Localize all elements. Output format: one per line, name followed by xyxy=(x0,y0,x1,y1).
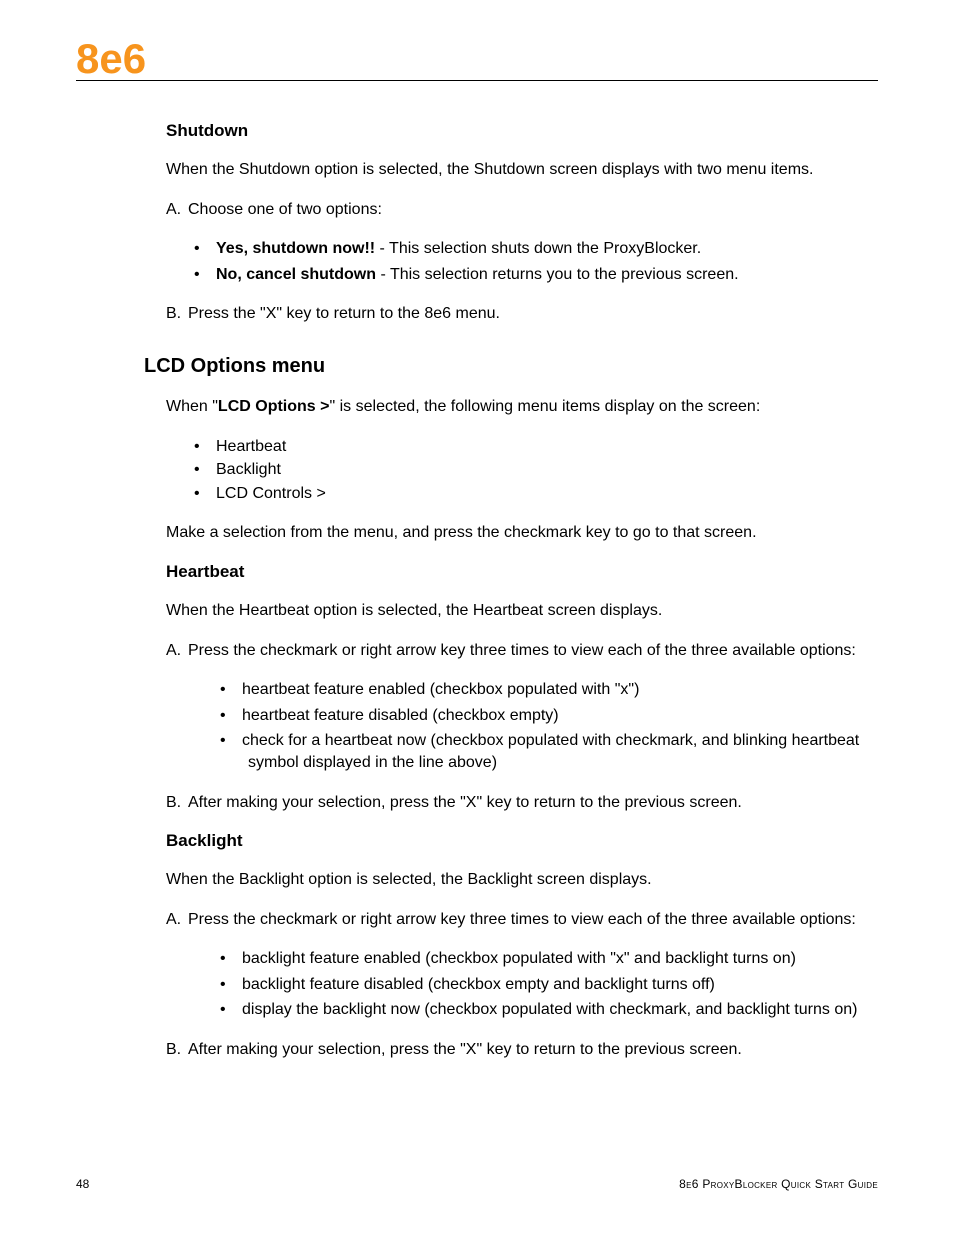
page-footer: 48 8e6 ProxyBlocker Quick Start Guide xyxy=(76,1177,878,1191)
heartbeat-steps-b: B.After making your selection, press the… xyxy=(166,792,878,814)
shutdown-steps-b: B.Press the "X" key to return to the 8e6… xyxy=(166,303,878,325)
heading-heartbeat: Heartbeat xyxy=(166,562,878,582)
option-label: Yes, shutdown now!! xyxy=(216,240,375,257)
backlight-intro: When the Backlight option is selected, t… xyxy=(166,869,878,891)
backlight-steps: A.Press the checkmark or right arrow key… xyxy=(166,909,878,931)
backlight-option-enabled: backlight feature enabled (checkbox popu… xyxy=(166,948,878,970)
heartbeat-option-enabled: heartbeat feature enabled (checkbox popu… xyxy=(166,679,878,701)
list-marker: B. xyxy=(166,303,188,325)
heading-lcd-options: LCD Options menu xyxy=(144,355,878,378)
heartbeat-option-disabled: heartbeat feature disabled (checkbox emp… xyxy=(166,705,878,727)
heartbeat-intro: When the Heartbeat option is selected, t… xyxy=(166,600,878,622)
shutdown-intro: When the Shutdown option is selected, th… xyxy=(166,159,878,181)
backlight-options: backlight feature enabled (checkbox popu… xyxy=(166,948,878,1021)
backlight-option-disabled: backlight feature disabled (checkbox emp… xyxy=(166,974,878,996)
shutdown-step-b: B.Press the "X" key to return to the 8e6… xyxy=(166,303,878,325)
backlight-step-a: A.Press the checkmark or right arrow key… xyxy=(166,909,878,931)
lcd-items: Heartbeat Backlight LCD Controls > xyxy=(166,436,878,505)
step-text: Choose one of two options: xyxy=(188,201,382,218)
heartbeat-steps: A.Press the checkmark or right arrow key… xyxy=(166,640,878,662)
shutdown-steps: A.Choose one of two options: xyxy=(166,199,878,221)
list-marker: A. xyxy=(166,909,188,931)
shutdown-option-yes: Yes, shutdown now!! - This selection shu… xyxy=(166,238,878,260)
shutdown-options: Yes, shutdown now!! - This selection shu… xyxy=(166,238,878,285)
lcd-intro: When "LCD Options >" is selected, the fo… xyxy=(166,396,878,418)
backlight-steps-b: B.After making your selection, press the… xyxy=(166,1039,878,1061)
option-rest: - This selection shuts down the ProxyBlo… xyxy=(375,240,701,257)
heading-shutdown: Shutdown xyxy=(166,121,878,141)
list-marker: B. xyxy=(166,1039,188,1061)
heartbeat-step-a: A.Press the checkmark or right arrow key… xyxy=(166,640,878,662)
heartbeat-step-b: B.After making your selection, press the… xyxy=(166,792,878,814)
lcd-outro: Make a selection from the menu, and pres… xyxy=(166,522,878,544)
list-marker: A. xyxy=(166,640,188,662)
backlight-step-b: B.After making your selection, press the… xyxy=(166,1039,878,1061)
backlight-option-display-now: display the backlight now (checkbox popu… xyxy=(166,999,878,1021)
lcd-item-heartbeat: Heartbeat xyxy=(166,436,878,458)
list-marker: B. xyxy=(166,792,188,814)
lcd-intro-bold: LCD Options > xyxy=(218,398,330,415)
page-header: 8e6 xyxy=(76,38,878,81)
option-rest: - This selection returns you to the prev… xyxy=(376,266,739,283)
step-text: Press the checkmark or right arrow key t… xyxy=(188,642,856,659)
step-text: Press the "X" key to return to the 8e6 m… xyxy=(188,305,500,322)
shutdown-step-a: A.Choose one of two options: xyxy=(166,199,878,221)
step-text: After making your selection, press the "… xyxy=(188,794,742,811)
option-label: No, cancel shutdown xyxy=(216,266,376,283)
heading-backlight: Backlight xyxy=(166,831,878,851)
page: 8e6 Shutdown When the Shutdown option is… xyxy=(0,0,954,1235)
lcd-item-controls: LCD Controls > xyxy=(166,483,878,505)
step-text: After making your selection, press the "… xyxy=(188,1041,742,1058)
footer-title: 8e6 ProxyBlocker Quick Start Guide xyxy=(679,1177,878,1191)
brand-logo: 8e6 xyxy=(76,38,146,80)
lcd-item-backlight: Backlight xyxy=(166,459,878,481)
heartbeat-options: heartbeat feature enabled (checkbox popu… xyxy=(166,679,878,773)
lcd-intro-pre: When " xyxy=(166,398,218,415)
page-content: Shutdown When the Shutdown option is sel… xyxy=(76,121,878,1061)
list-marker: A. xyxy=(166,199,188,221)
shutdown-option-no: No, cancel shutdown - This selection ret… xyxy=(166,264,878,286)
heartbeat-option-check-now: check for a heartbeat now (checkbox popu… xyxy=(166,730,878,773)
page-number: 48 xyxy=(76,1177,89,1191)
lcd-intro-post: " is selected, the following menu items … xyxy=(329,398,760,415)
step-text: Press the checkmark or right arrow key t… xyxy=(188,911,856,928)
